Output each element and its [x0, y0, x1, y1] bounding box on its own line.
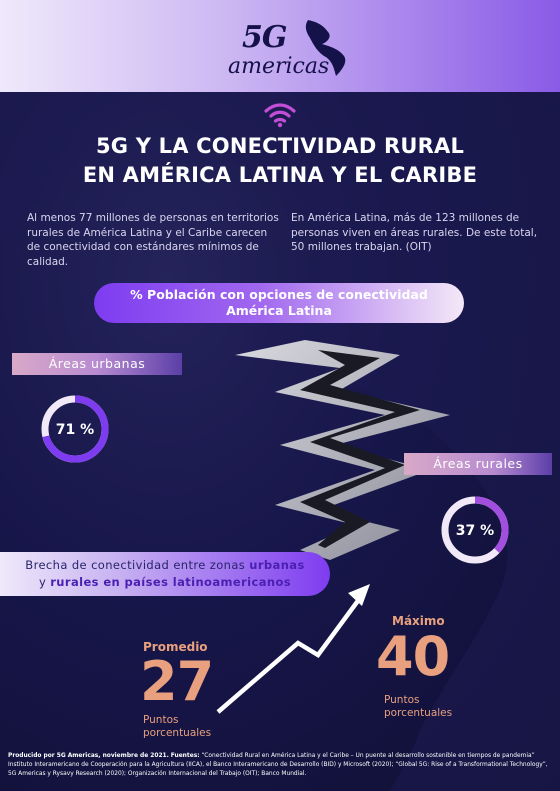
gap-text-mid: y — [38, 575, 47, 589]
maximum-value: 40 — [376, 625, 450, 688]
logo-americas-text: americas — [228, 54, 330, 79]
title-line-1: 5G Y LA CONECTIVIDAD RURAL — [95, 134, 465, 158]
rural-percentage: 37 % — [456, 523, 494, 539]
section-title-line-1: % Población con opciones de conectividad — [130, 287, 428, 302]
maximum-unit-line-1: Puntos — [384, 694, 420, 706]
footer-credits: Producido por 5G Americas, noviembre de … — [8, 752, 554, 779]
intro-left-text: Al menos 77 millones de personas en terr… — [27, 212, 279, 268]
section-title-line-2: América Latina — [226, 303, 332, 318]
maximum-label: Máximo — [392, 614, 445, 628]
gap-text-urban: urbanas — [249, 558, 305, 572]
maximum-unit-line-2: porcentuales — [384, 707, 453, 719]
logo-map-icon — [305, 20, 346, 76]
average-unit: Puntos porcentuales — [143, 714, 211, 740]
footer-produced: Producido por 5G Americas, noviembre de … — [8, 753, 169, 759]
footer-sources: “Conectividad Rural en América Latina y … — [8, 753, 548, 777]
urban-donut-chart: 71 % — [41, 395, 109, 463]
average-unit-line-2: porcentuales — [143, 727, 212, 739]
title-line-2: EN AMÉRICA LATINA Y EL CARIBE — [82, 163, 478, 187]
rural-donut-arc — [441, 496, 509, 564]
maximum-unit: Puntos porcentuales — [384, 694, 452, 720]
wifi-icon — [264, 103, 296, 128]
footer-sources-label: Fuentes: — [170, 753, 200, 759]
average-label: Promedio — [143, 640, 208, 654]
gap-text-rural: rurales en países latinoamericanos — [50, 575, 292, 589]
average-unit-line-1: Puntos — [143, 714, 179, 726]
urban-percentage: 71 % — [56, 422, 94, 438]
rural-donut-chart: 37 % — [441, 496, 509, 564]
gap-text-prefix: Brecha de conectividad entre zonas — [25, 558, 246, 572]
header-band: 5G americas — [0, 0, 560, 92]
section-title-pill: % Población con opciones de conectividad… — [94, 283, 464, 323]
brand-logo: 5G americas — [228, 16, 358, 86]
rural-label: Áreas rurales — [404, 453, 552, 475]
urban-label: Áreas urbanas — [12, 353, 182, 375]
urban-donut-arc — [41, 395, 109, 463]
average-value: 27 — [140, 650, 214, 713]
logo-5g-text: 5G — [242, 20, 287, 55]
connectivity-gap-banner: Brecha de conectividad entre zonas urban… — [0, 552, 330, 596]
page-title: 5G Y LA CONECTIVIDAD RURAL EN AMÉRICA LA… — [0, 132, 560, 190]
intro-right-text: En América Latina, más de 123 millones d… — [291, 212, 538, 253]
